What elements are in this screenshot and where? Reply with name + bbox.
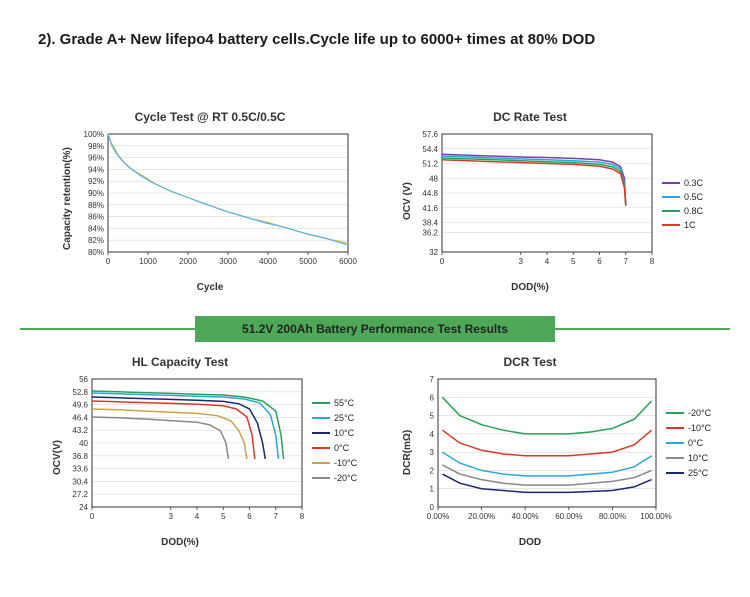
svg-text:90%: 90% [88, 189, 104, 198]
svg-text:1: 1 [430, 485, 435, 494]
chart-title: DC Rate Test [400, 110, 660, 124]
banner-text: 51.2V 200Ah Battery Performance Test Res… [242, 322, 508, 336]
svg-text:3: 3 [430, 448, 435, 457]
svg-text:1C: 1C [684, 220, 696, 230]
chart-dcr: DCR Test DCR(mΩ) 012345670.00%20.00%40.0… [400, 355, 740, 555]
svg-text:51.2: 51.2 [422, 160, 438, 169]
svg-text:56: 56 [79, 375, 88, 384]
svg-text:100.00%: 100.00% [640, 512, 672, 521]
svg-text:55°C: 55°C [334, 398, 355, 408]
svg-text:3000: 3000 [219, 257, 237, 266]
svg-text:0.3C: 0.3C [684, 178, 704, 188]
svg-text:0°C: 0°C [334, 443, 350, 453]
chart-dc-rate: DC Rate Test OCV (V) 3236.238.441.644.84… [400, 110, 740, 300]
svg-text:48: 48 [429, 174, 438, 183]
svg-text:41.6: 41.6 [422, 204, 438, 213]
svg-text:2000: 2000 [179, 257, 197, 266]
svg-text:60.00%: 60.00% [555, 512, 582, 521]
svg-text:0°C: 0°C [688, 438, 704, 448]
section-heading: 2). Grade A+ New lifepo4 battery cells.C… [38, 28, 712, 52]
svg-text:80%: 80% [88, 248, 104, 257]
svg-text:30.4: 30.4 [72, 477, 88, 486]
svg-text:8: 8 [300, 512, 305, 521]
banner: 51.2V 200Ah Battery Performance Test Res… [195, 316, 555, 342]
svg-text:32: 32 [429, 248, 438, 257]
svg-text:33.6: 33.6 [72, 465, 88, 474]
svg-text:0: 0 [90, 512, 95, 521]
svg-text:0: 0 [430, 503, 435, 512]
svg-text:46.4: 46.4 [72, 413, 88, 422]
svg-text:0.00%: 0.00% [427, 512, 450, 521]
svg-text:52.8: 52.8 [72, 388, 88, 397]
chart-hl-capacity: HL Capacity Test OCV(V) 2427.230.433.636… [50, 355, 390, 555]
svg-text:43.2: 43.2 [72, 426, 88, 435]
svg-text:82%: 82% [88, 236, 104, 245]
x-axis-label: DOD(%) [400, 282, 660, 293]
svg-text:36.2: 36.2 [422, 229, 438, 238]
svg-text:40: 40 [79, 439, 88, 448]
svg-text:92%: 92% [88, 177, 104, 186]
svg-text:1000: 1000 [139, 257, 157, 266]
svg-text:7: 7 [430, 375, 435, 384]
svg-text:4000: 4000 [259, 257, 277, 266]
svg-text:0: 0 [106, 257, 111, 266]
svg-text:-20°C: -20°C [334, 473, 358, 483]
svg-text:38.4: 38.4 [422, 219, 438, 228]
svg-text:20.00%: 20.00% [468, 512, 495, 521]
svg-text:3: 3 [169, 512, 174, 521]
svg-text:-10°C: -10°C [334, 458, 358, 468]
svg-text:86%: 86% [88, 213, 104, 222]
svg-text:0: 0 [440, 257, 445, 266]
svg-text:4: 4 [195, 512, 200, 521]
svg-text:80.00%: 80.00% [599, 512, 626, 521]
svg-text:24: 24 [79, 503, 88, 512]
svg-text:7: 7 [274, 512, 279, 521]
chart-title: Cycle Test @ RT 0.5C/0.5C [60, 110, 360, 124]
svg-text:4: 4 [545, 257, 550, 266]
chart-title: DCR Test [400, 355, 660, 369]
svg-text:94%: 94% [88, 165, 104, 174]
svg-text:96%: 96% [88, 154, 104, 163]
svg-text:36.8: 36.8 [72, 452, 88, 461]
svg-text:5: 5 [430, 412, 435, 421]
svg-text:84%: 84% [88, 224, 104, 233]
svg-text:0.5C: 0.5C [684, 192, 704, 202]
svg-text:6: 6 [430, 393, 435, 402]
svg-text:44.8: 44.8 [422, 189, 438, 198]
svg-text:98%: 98% [88, 142, 104, 151]
svg-text:27.2: 27.2 [72, 490, 88, 499]
svg-text:5000: 5000 [299, 257, 317, 266]
svg-text:2: 2 [430, 466, 435, 475]
svg-text:25°C: 25°C [688, 468, 709, 478]
chart-title: HL Capacity Test [50, 355, 310, 369]
svg-text:5: 5 [571, 257, 576, 266]
svg-text:5: 5 [221, 512, 226, 521]
svg-text:3: 3 [519, 257, 524, 266]
svg-text:4: 4 [430, 430, 435, 439]
svg-text:-20°C: -20°C [688, 408, 712, 418]
svg-text:40.00%: 40.00% [512, 512, 539, 521]
svg-text:6: 6 [247, 512, 252, 521]
svg-text:49.6: 49.6 [72, 401, 88, 410]
svg-text:6000: 6000 [339, 257, 357, 266]
svg-text:10°C: 10°C [688, 453, 709, 463]
svg-text:7: 7 [624, 257, 629, 266]
svg-text:0.8C: 0.8C [684, 206, 704, 216]
svg-text:25°C: 25°C [334, 413, 355, 423]
x-axis-label: DOD(%) [50, 537, 310, 548]
svg-text:-10°C: -10°C [688, 423, 712, 433]
x-axis-label: DOD [400, 537, 660, 548]
chart-cycle-test: Cycle Test @ RT 0.5C/0.5C Capacity reten… [60, 110, 360, 300]
x-axis-label: Cycle [60, 282, 360, 293]
svg-text:6: 6 [597, 257, 602, 266]
svg-text:8: 8 [650, 257, 655, 266]
svg-text:57.6: 57.6 [422, 130, 438, 139]
svg-text:54.4: 54.4 [422, 145, 438, 154]
svg-text:88%: 88% [88, 201, 104, 210]
svg-text:10°C: 10°C [334, 428, 355, 438]
svg-text:100%: 100% [84, 130, 104, 139]
